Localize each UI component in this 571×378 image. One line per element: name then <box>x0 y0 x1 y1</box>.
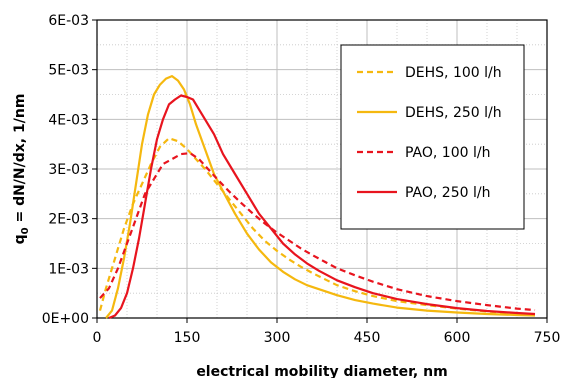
x-tick-label: 0 <box>93 330 102 346</box>
series-line-4 <box>108 94 536 320</box>
x-tick-label: 450 <box>354 330 381 346</box>
y-tick-label: 4E-03 <box>48 112 89 128</box>
x-axis-title: electrical mobility diameter, nm <box>196 364 447 378</box>
legend-label-3: PAO, 100 l/h <box>405 145 490 161</box>
x-tick-label: 300 <box>264 330 291 346</box>
y-axis: 0E+00 1E-03 2E-03 3E-03 4E-03 5E-03 6E-03 <box>42 13 97 327</box>
x-tick-label: 750 <box>534 330 561 346</box>
legend-label-1: DEHS, 100 l/h <box>405 65 502 81</box>
y-axis-title-subscript: 0 <box>20 227 31 234</box>
y-axis-title: q0 = dN/N/dx, 1/nm <box>12 94 31 245</box>
y-tick-label: 5E-03 <box>48 63 89 79</box>
y-axis-title-rest: = dN/N/dx, 1/nm <box>12 94 28 228</box>
legend-box <box>340 44 525 230</box>
legend: DEHS, 100 l/h DEHS, 250 l/h PAO, 100 l/h PA… <box>340 44 525 230</box>
y-tick-label: 3E-03 <box>48 162 89 178</box>
series-line-2 <box>105 75 536 319</box>
legend-label-2: DEHS, 250 l/h <box>405 105 502 121</box>
x-tick-label: 150 <box>174 330 201 346</box>
series-line-1 <box>98 137 536 316</box>
x-tick-label: 600 <box>444 330 471 346</box>
y-tick-label: 0E+00 <box>42 311 89 327</box>
legend-label-4: PAO, 250 l/h <box>405 185 490 201</box>
y-tick-label: 2E-03 <box>48 212 89 228</box>
y-tick-label: 6E-03 <box>48 13 89 29</box>
series-layer <box>98 75 536 320</box>
x-axis: 0 150 300 450 600 750 <box>93 318 561 346</box>
y-tick-label: 1E-03 <box>48 261 89 277</box>
y-axis-title-main: q <box>12 234 28 244</box>
